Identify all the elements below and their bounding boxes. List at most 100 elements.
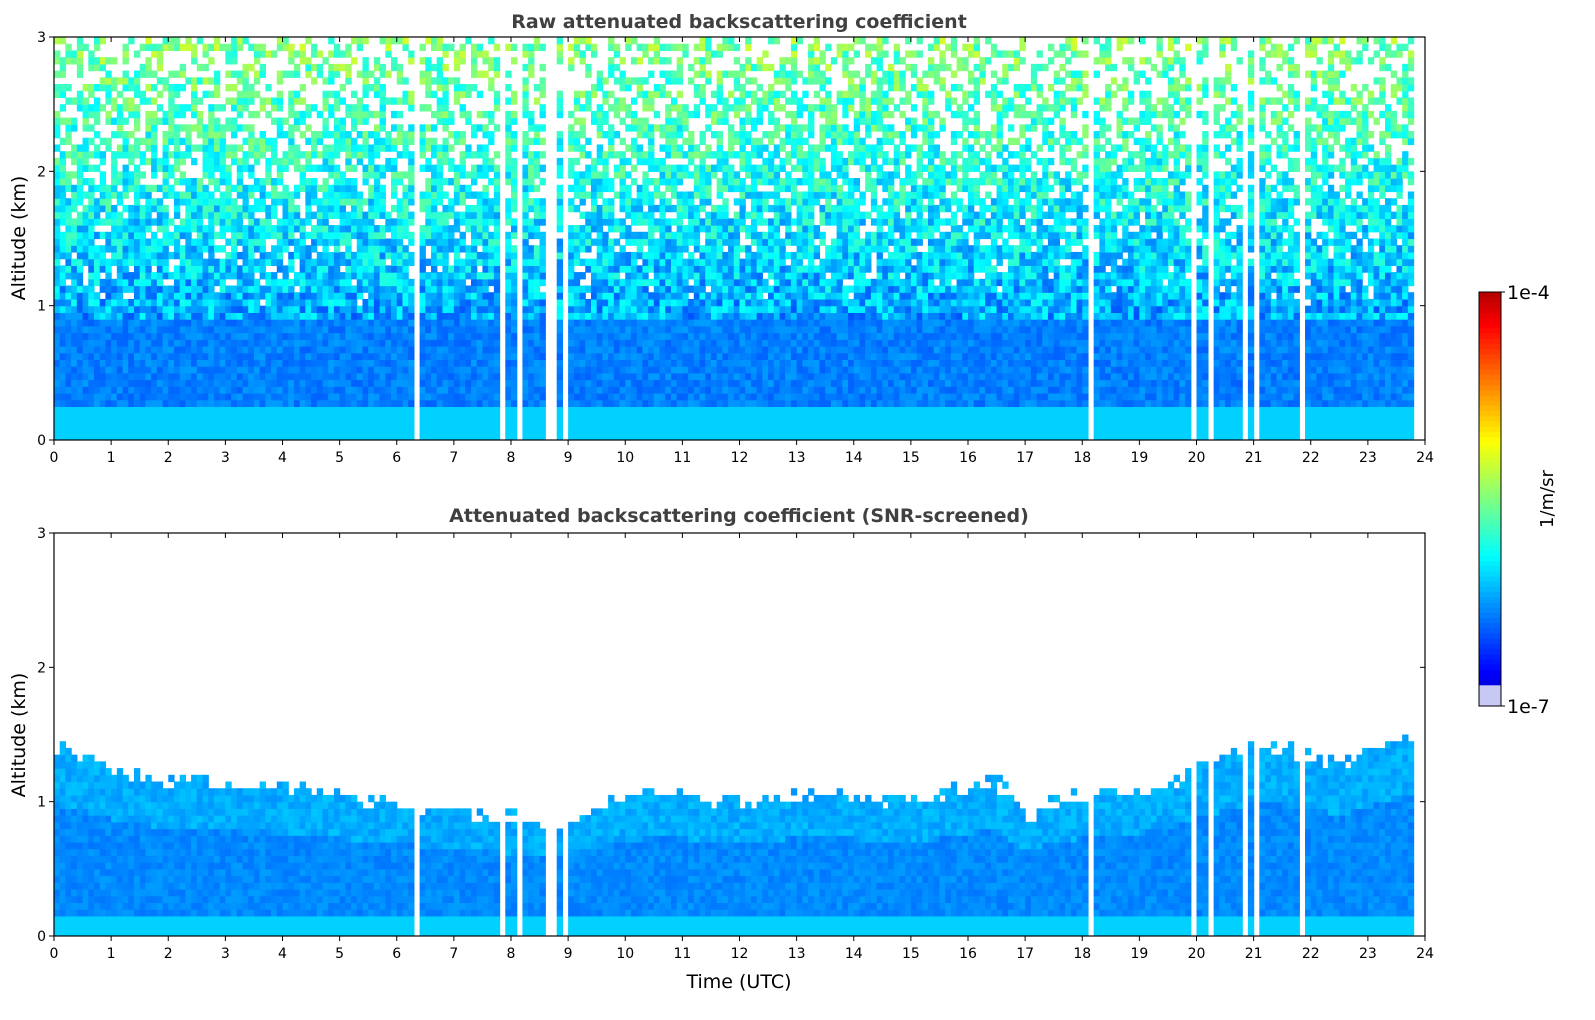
heatmap-cell <box>448 345 455 354</box>
heatmap-cell <box>431 386 438 394</box>
heatmap-cell <box>608 137 615 146</box>
heatmap-cell <box>630 117 638 125</box>
heatmap-cell <box>659 84 666 92</box>
heatmap-cell <box>596 245 603 253</box>
heatmap-cell <box>259 413 266 421</box>
heatmap-cell <box>585 265 592 273</box>
heatmap-cell <box>665 57 672 65</box>
heatmap-cell <box>425 164 432 172</box>
heatmap-cell <box>505 359 512 367</box>
heatmap-cell <box>202 171 209 179</box>
heatmap-cell <box>82 433 89 440</box>
heatmap-cell <box>288 345 295 354</box>
heatmap-cell <box>419 325 426 334</box>
heatmap-cell <box>316 325 324 334</box>
heatmap-cell <box>253 339 261 347</box>
heatmap-cell <box>333 104 341 112</box>
heatmap-cell <box>88 204 95 213</box>
heatmap-cell <box>522 433 529 440</box>
heatmap-cell <box>59 386 67 394</box>
heatmap-cell <box>648 372 655 381</box>
heatmap-cell <box>665 272 672 280</box>
heatmap-cell <box>162 37 169 45</box>
heatmap-cell <box>665 339 672 347</box>
heatmap-cell <box>208 298 215 307</box>
heatmap-cell <box>133 184 141 193</box>
heatmap-cell <box>208 57 215 65</box>
heatmap-cell <box>476 426 484 434</box>
heatmap-cell <box>271 117 278 125</box>
heatmap-cell <box>122 137 129 146</box>
heatmap-cell <box>288 325 295 334</box>
heatmap-cell <box>305 325 312 334</box>
heatmap-cell <box>271 305 278 313</box>
heatmap-cell <box>613 50 621 58</box>
heatmap-cell <box>402 399 409 408</box>
heatmap-cell <box>682 399 689 408</box>
heatmap-cell <box>339 319 346 327</box>
heatmap-cell <box>511 245 518 253</box>
heatmap-cell <box>385 278 392 287</box>
heatmap-cell <box>465 84 472 92</box>
heatmap-cell <box>322 245 329 253</box>
heatmap-cell <box>511 97 518 105</box>
heatmap-cell <box>493 339 501 347</box>
heatmap-cell <box>156 325 164 334</box>
heatmap-cell <box>453 392 461 401</box>
heatmap-cell <box>293 164 301 172</box>
heatmap-cell <box>299 372 306 381</box>
heatmap-cell <box>202 77 209 85</box>
heatmap-cell <box>636 131 643 139</box>
heatmap-cell <box>208 104 215 112</box>
heatmap-cell <box>533 406 541 414</box>
heatmap-cell <box>116 379 124 387</box>
heatmap-cell <box>676 319 683 327</box>
heatmap-cell <box>528 312 535 320</box>
heatmap-cell <box>305 413 312 421</box>
heatmap-cell <box>54 305 61 313</box>
heatmap-cell <box>408 312 415 320</box>
heatmap-cell <box>653 50 661 58</box>
heatmap-cell <box>653 225 661 233</box>
heatmap-cell <box>111 345 118 354</box>
heatmap-cell <box>219 137 226 146</box>
heatmap-cell <box>139 184 146 193</box>
heatmap-cell <box>676 117 683 125</box>
heatmap-cell <box>453 332 461 340</box>
heatmap-cell <box>408 332 415 340</box>
heatmap-cell <box>602 319 609 327</box>
heatmap-cell <box>151 433 158 440</box>
heatmap-cell <box>82 392 89 401</box>
heatmap-cell <box>590 413 598 421</box>
heatmap-cell <box>379 245 386 253</box>
heatmap-cell <box>488 110 495 119</box>
heatmap-cell <box>431 366 438 374</box>
heatmap-cell <box>88 413 95 421</box>
heatmap-cell <box>322 426 329 434</box>
heatmap-cell <box>88 292 95 300</box>
heatmap-cell <box>65 258 72 266</box>
heatmap-cell <box>379 84 386 92</box>
heatmap-cell <box>88 366 95 374</box>
heatmap-cell <box>139 90 146 99</box>
heatmap-cell <box>88 372 95 381</box>
heatmap-cell <box>253 305 261 313</box>
heatmap-cell <box>213 151 221 159</box>
heatmap-cell <box>282 278 289 287</box>
heatmap-cell <box>208 157 215 166</box>
heatmap-cell <box>122 231 129 240</box>
heatmap-cell <box>116 386 124 394</box>
heatmap-cell <box>425 406 432 414</box>
heatmap-cell <box>282 413 289 421</box>
heatmap-cell <box>613 131 621 139</box>
heatmap-cell <box>630 345 638 354</box>
heatmap-cell <box>596 151 603 159</box>
heatmap-cell <box>208 406 215 414</box>
heatmap-cell <box>431 372 438 381</box>
heatmap-cell <box>682 379 689 387</box>
heatmap-cell <box>259 184 266 193</box>
heatmap-cell <box>391 278 398 287</box>
heatmap-cell <box>596 345 603 354</box>
heatmap-cell <box>402 413 409 421</box>
heatmap-cell <box>373 231 381 240</box>
